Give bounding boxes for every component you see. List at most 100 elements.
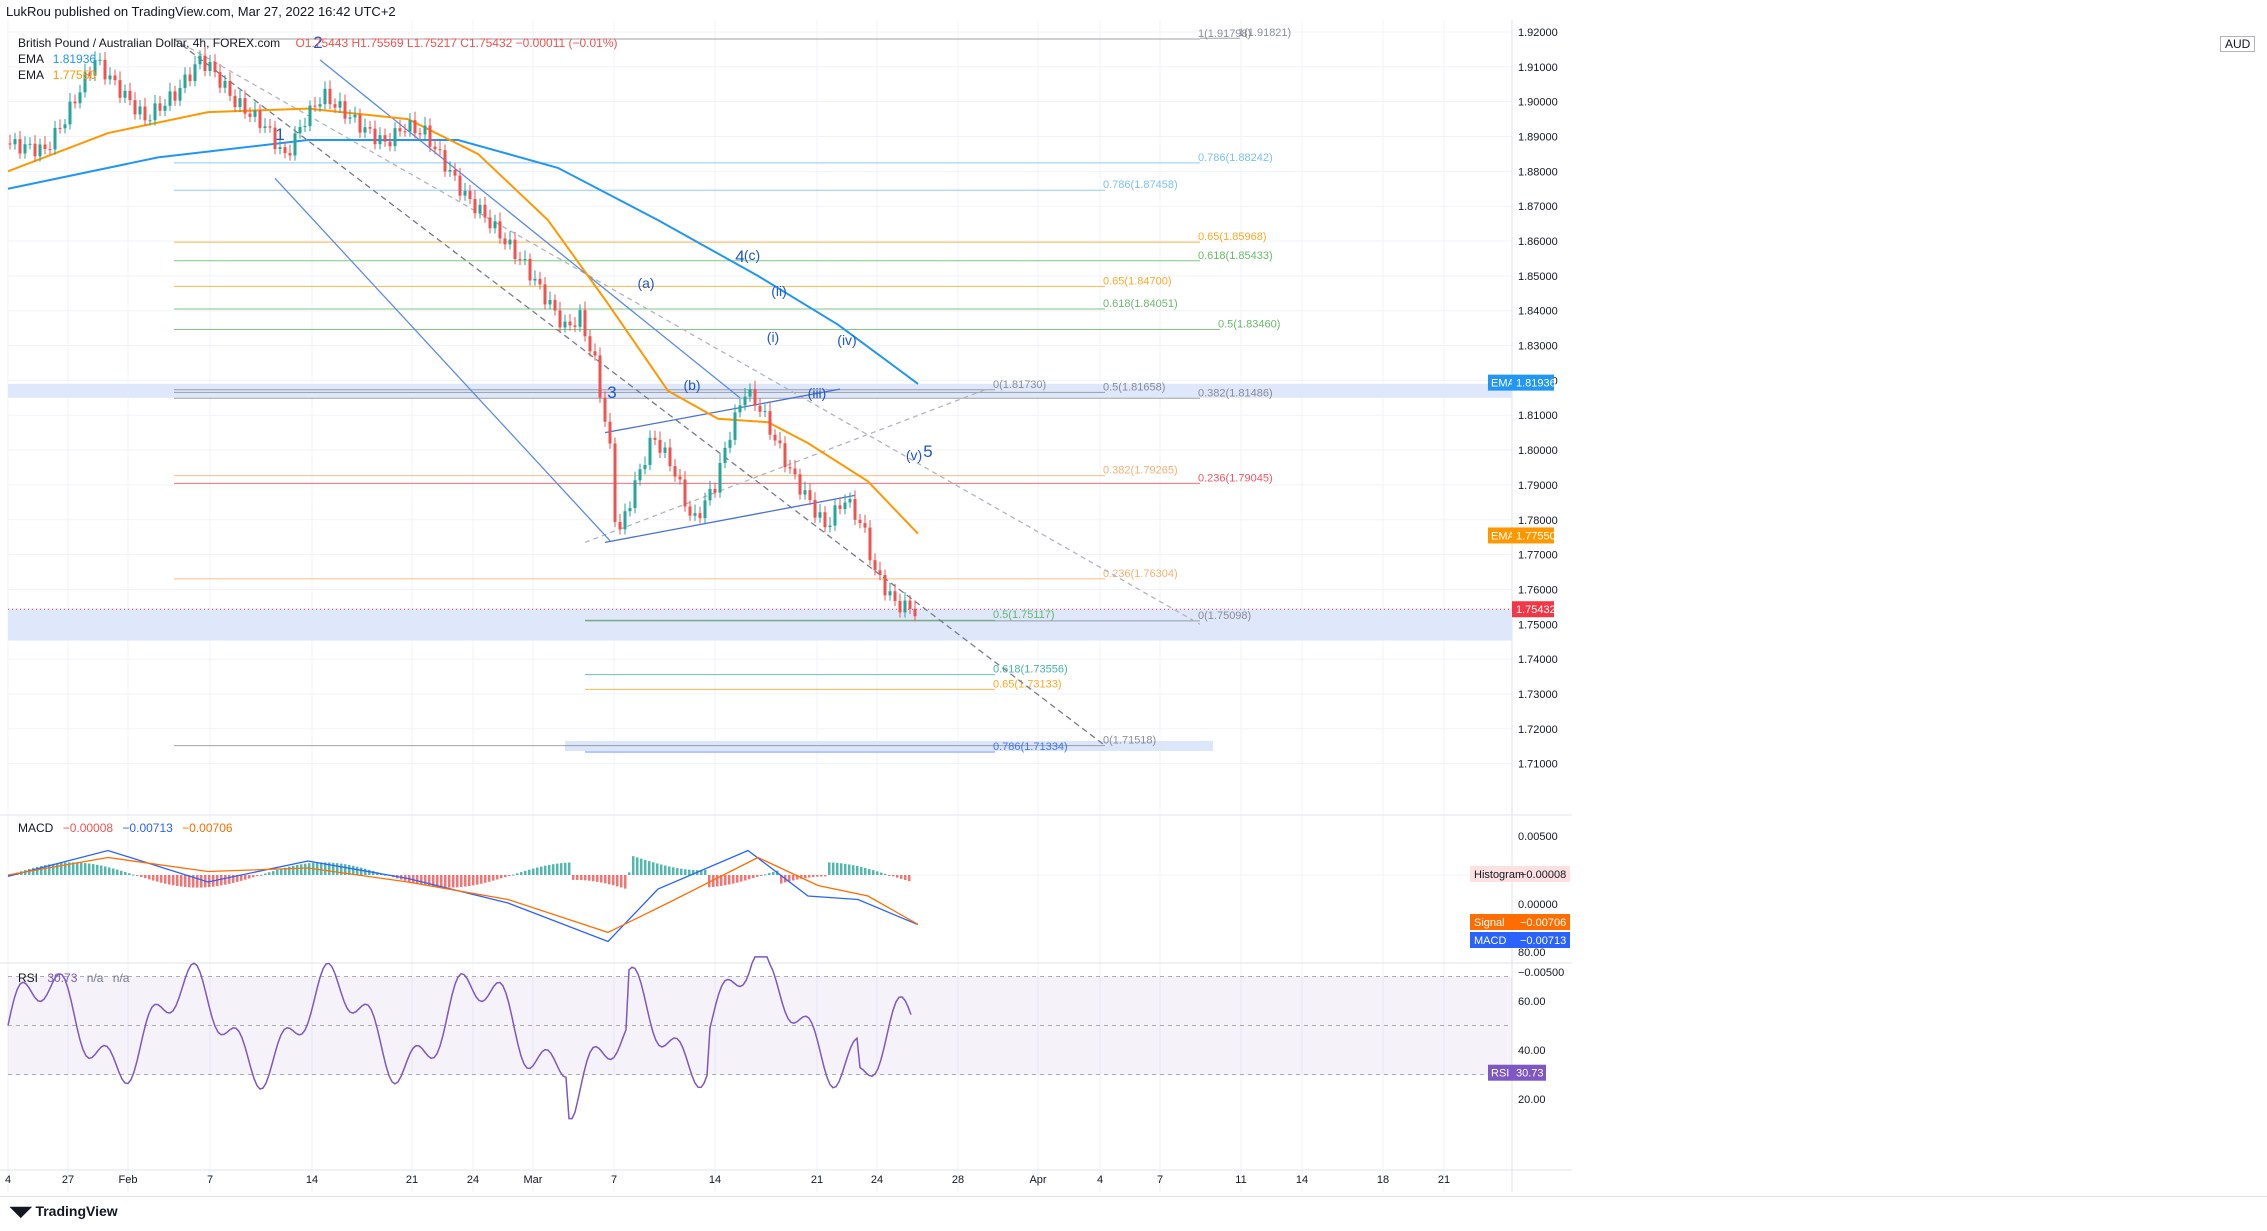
time-tick-label: 4: [5, 1174, 11, 1186]
candle-body: [293, 133, 297, 156]
trend-line: [604, 388, 841, 434]
macd-histogram-bar: [704, 870, 707, 875]
support-zone: [8, 608, 1512, 641]
candle-body: [523, 258, 527, 260]
macd-histogram-bar: [80, 862, 83, 875]
macd-histogram-bar: [680, 868, 683, 875]
legend-rsi: RSI 30.73 n/a n/a: [18, 971, 129, 985]
legend-ohlc: O1.75443 H1.75569 L1.75217 C1.75432 −0.0…: [295, 36, 618, 50]
candle-body: [863, 523, 867, 528]
macd-histogram-bar: [708, 875, 711, 888]
candle-body: [603, 397, 607, 422]
trend-line: [319, 59, 741, 399]
candle-body: [103, 59, 107, 80]
tradingview-brand: TradingView: [35, 1203, 118, 1219]
time-tick-label: 14: [1296, 1174, 1308, 1186]
macd-histogram-bar: [412, 875, 415, 883]
candle-body: [138, 106, 142, 115]
trend-line: [173, 38, 1201, 625]
legend-ema-slow-label: EMA: [18, 52, 44, 66]
candle-body: [263, 126, 267, 128]
candle-body: [13, 139, 17, 145]
wave-label: (i): [767, 329, 779, 345]
time-tick-label: 27: [62, 1174, 74, 1186]
macd-histogram-bar: [268, 872, 271, 875]
macd-histogram-bar: [224, 875, 227, 885]
macd-histogram-bar: [572, 875, 575, 880]
macd-histogram-bar: [236, 875, 239, 882]
time-tick-label: 24: [871, 1174, 883, 1186]
fib-level-label: 0.382(1.79265): [1103, 465, 1178, 477]
ema-slow-line: [7, 139, 919, 385]
macd-histogram-bar: [672, 867, 675, 875]
candle-body: [738, 405, 742, 413]
candle-body: [513, 239, 517, 259]
candle-body: [358, 114, 362, 133]
candle-body: [328, 88, 332, 105]
candle-body: [673, 466, 677, 477]
macd-histogram-bar: [796, 875, 799, 880]
candle-body: [653, 437, 657, 440]
candle-body: [633, 480, 637, 509]
macd-histogram-bar: [788, 875, 791, 882]
macd-tag-bg: [1470, 866, 1570, 882]
macd-histogram-bar: [436, 875, 439, 888]
macd-histogram-bar: [40, 865, 43, 875]
candle-body: [83, 72, 87, 93]
candle-body: [623, 511, 627, 530]
macd-histogram-bar: [532, 868, 535, 875]
candle-body: [743, 396, 747, 406]
candle-body: [848, 499, 852, 503]
candle-body: [188, 74, 192, 82]
candle-body: [668, 447, 672, 467]
macd-histogram-bar: [384, 874, 387, 876]
price-tick-label: 1.77000: [1518, 550, 1558, 562]
price-tick-label: 1.87000: [1518, 201, 1558, 213]
candle-body: [768, 411, 772, 435]
legend-ema-fast-label: EMA: [18, 68, 44, 82]
candle-body: [588, 336, 592, 352]
candle-body: [628, 508, 632, 512]
macd-histogram-bar: [424, 875, 427, 886]
candle-body: [678, 476, 682, 480]
time-tick-label: 21: [406, 1174, 418, 1186]
candle-body: [248, 113, 252, 117]
price-tag-value: 1.75432: [1516, 604, 1556, 616]
macd-histogram-bar: [604, 875, 607, 884]
candle-body: [683, 479, 687, 507]
macd-tag-label: MACD: [1474, 935, 1506, 947]
candle-body: [563, 321, 567, 328]
macd-histogram-bar: [552, 864, 555, 875]
macd-histogram-bar: [440, 875, 443, 888]
macd-histogram-bar: [184, 875, 187, 887]
price-tick-label: 1.79000: [1518, 480, 1558, 492]
candle-body: [473, 199, 477, 214]
tradingview-logo[interactable]: ◥◤ TradingView: [10, 1203, 118, 1220]
price-tick-label: 1.74000: [1518, 654, 1558, 666]
wave-label: (a): [637, 275, 654, 291]
candle-body: [793, 468, 797, 475]
candle-body: [288, 153, 292, 156]
macd-histogram-bar: [876, 871, 879, 875]
candle-body: [908, 600, 912, 609]
candle-body: [18, 139, 22, 154]
candle-body: [858, 519, 862, 524]
macd-histogram-bar: [108, 867, 111, 875]
macd-histogram-bar: [280, 868, 283, 875]
fib-level-label: 0.65(1.84700): [1103, 275, 1172, 287]
candle-body: [363, 127, 367, 133]
macd-tag-value: −0.00008: [1520, 869, 1566, 881]
rsi-line: [7, 956, 912, 1120]
macd-tick-label: 0.00500: [1518, 831, 1558, 843]
macd-histogram-bar: [588, 875, 591, 881]
macd-histogram-bar: [892, 875, 895, 877]
macd-histogram-bar: [612, 875, 615, 886]
candle-body: [273, 127, 277, 150]
currency-badge[interactable]: AUD: [2220, 36, 2256, 52]
macd-histogram-bar: [596, 875, 599, 882]
macd-histogram-bar: [132, 874, 135, 876]
candle-body: [118, 80, 122, 98]
macd-histogram-bar: [308, 863, 311, 875]
candle-body: [488, 217, 492, 229]
